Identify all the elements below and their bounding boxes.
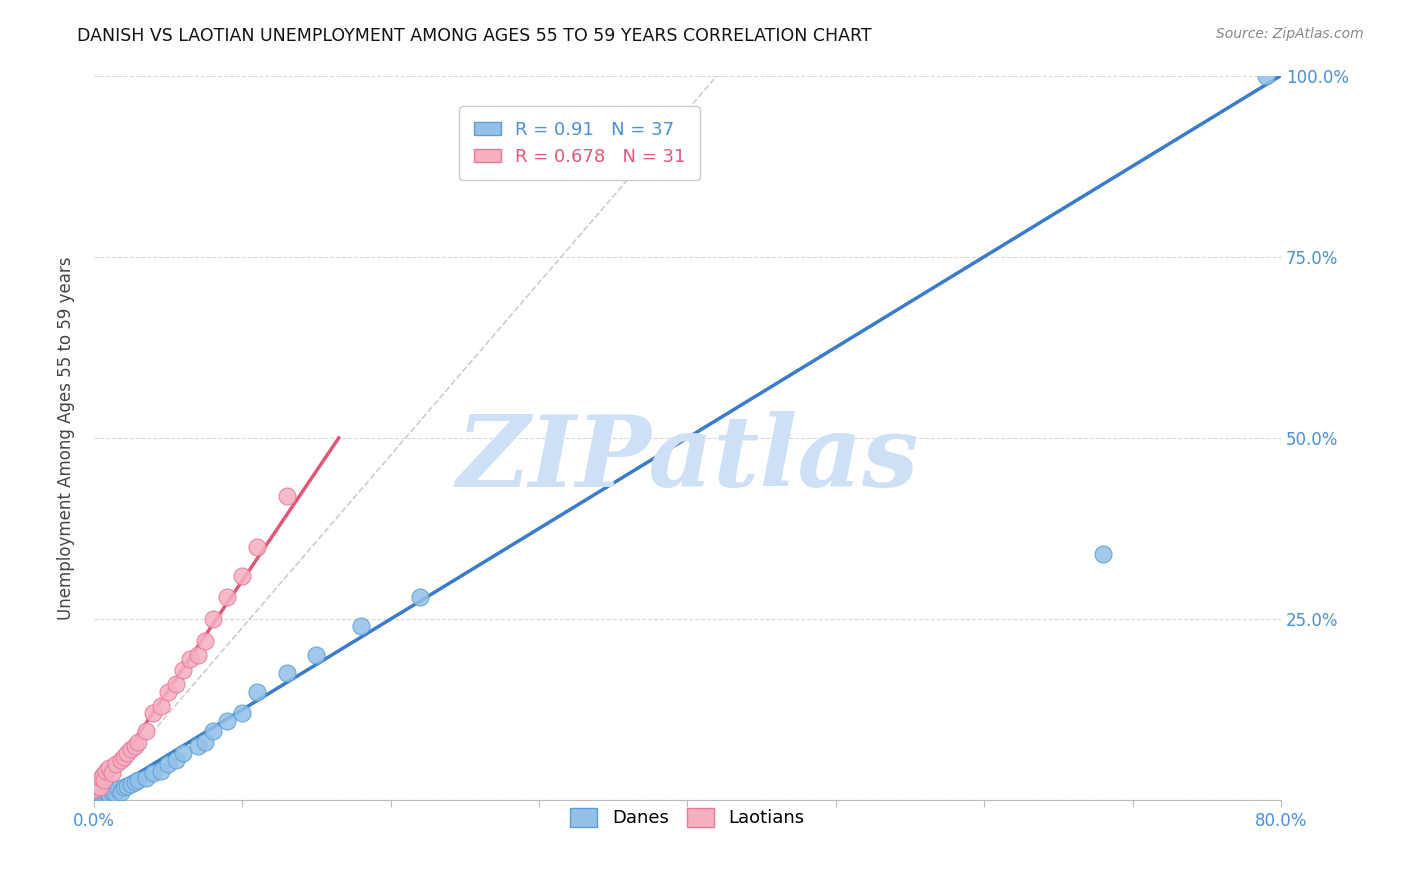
Point	[94, 789, 117, 804]
Point	[124, 775, 146, 789]
Text: DANISH VS LAOTIAN UNEMPLOYMENT AMONG AGES 55 TO 59 YEARS CORRELATION CHART: DANISH VS LAOTIAN UNEMPLOYMENT AMONG AGE…	[77, 27, 872, 45]
Point	[1091, 547, 1114, 561]
Point	[110, 753, 132, 767]
Point	[201, 612, 224, 626]
Point	[172, 663, 194, 677]
Point	[115, 779, 138, 793]
Point	[86, 779, 108, 793]
Point	[127, 772, 149, 787]
Point	[135, 772, 157, 786]
Point	[100, 784, 122, 798]
Point	[194, 735, 217, 749]
Point	[104, 786, 127, 800]
Point	[89, 789, 111, 804]
Point	[142, 706, 165, 721]
Point	[409, 591, 432, 605]
Point	[157, 684, 180, 698]
Point	[231, 706, 253, 721]
Point	[350, 619, 373, 633]
Point	[187, 739, 209, 753]
Point	[165, 753, 187, 767]
Point	[276, 666, 298, 681]
Point	[187, 648, 209, 663]
Point	[90, 789, 112, 803]
Point	[217, 591, 239, 605]
Point	[87, 791, 110, 805]
Point	[120, 777, 142, 791]
Point	[127, 735, 149, 749]
Point	[217, 714, 239, 728]
Point	[100, 765, 122, 780]
Point	[120, 742, 142, 756]
Point	[112, 780, 135, 794]
Point	[112, 749, 135, 764]
Point	[246, 684, 269, 698]
Point	[94, 764, 117, 779]
Point	[87, 775, 110, 789]
Point	[110, 784, 132, 798]
Point	[91, 768, 114, 782]
Point	[1256, 69, 1278, 83]
Point	[135, 724, 157, 739]
Point	[142, 765, 165, 780]
Point	[86, 790, 108, 805]
Point	[89, 780, 111, 794]
Point	[179, 652, 201, 666]
Point	[194, 633, 217, 648]
Point	[84, 782, 107, 797]
Point	[97, 761, 120, 775]
Point	[157, 756, 180, 771]
Point	[165, 677, 187, 691]
Point	[84, 791, 107, 805]
Point	[231, 568, 253, 582]
Point	[93, 788, 115, 802]
Point	[96, 786, 118, 800]
Point	[115, 746, 138, 760]
Text: ZIPatlas: ZIPatlas	[457, 411, 918, 508]
Point	[124, 739, 146, 753]
Point	[91, 790, 114, 805]
Point	[97, 788, 120, 802]
Point	[90, 772, 112, 786]
Point	[201, 724, 224, 739]
Point	[105, 756, 128, 771]
Point	[305, 648, 328, 663]
Point	[276, 489, 298, 503]
Point	[149, 698, 172, 713]
Point	[246, 540, 269, 554]
Point	[172, 746, 194, 760]
Point	[107, 782, 129, 797]
Point	[93, 772, 115, 787]
Text: Source: ZipAtlas.com: Source: ZipAtlas.com	[1216, 27, 1364, 41]
Legend: Danes, Laotians: Danes, Laotians	[564, 801, 811, 835]
Point	[149, 764, 172, 779]
Y-axis label: Unemployment Among Ages 55 to 59 years: Unemployment Among Ages 55 to 59 years	[58, 256, 75, 620]
